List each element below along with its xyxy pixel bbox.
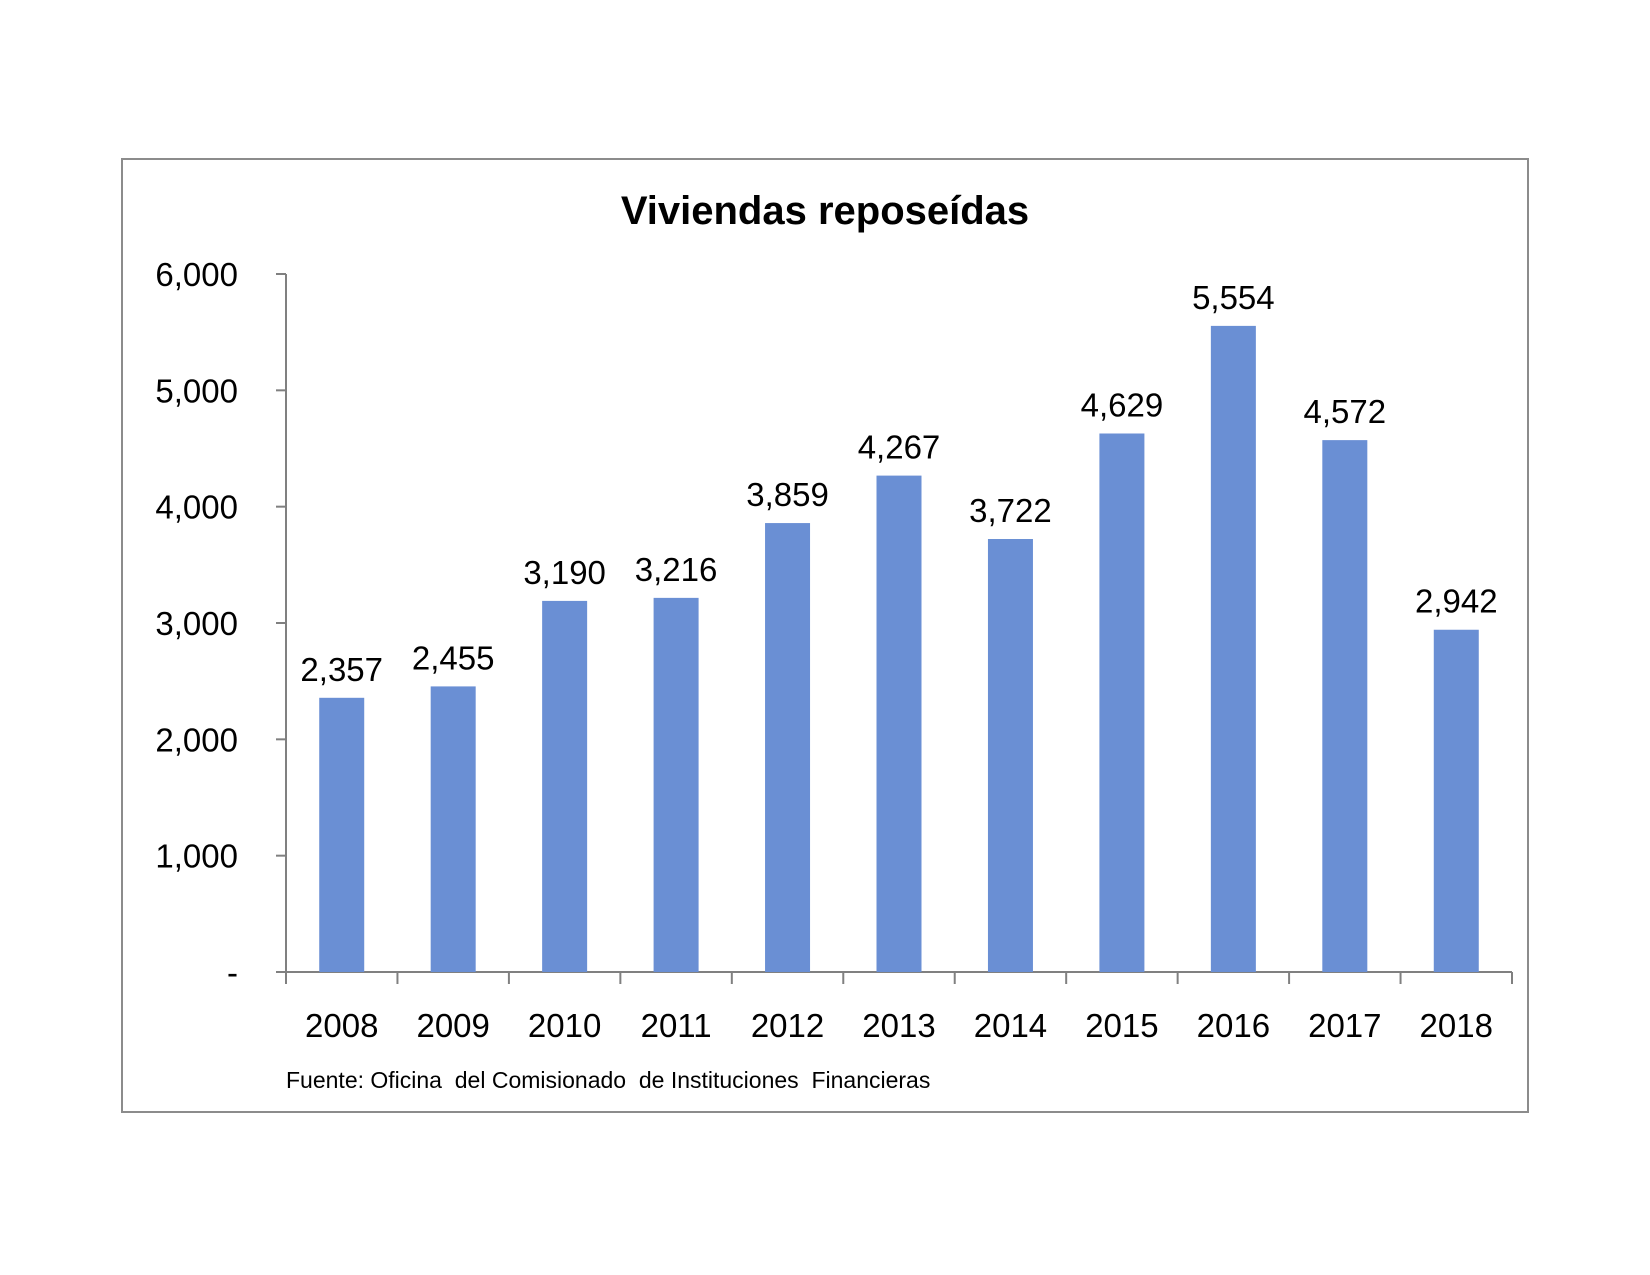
bar-2018 [1433, 629, 1479, 972]
y-axis: - 1,000 2,000 3,000 4,000 5,000 6,000 [155, 256, 287, 991]
y-tick-label: 6,000 [155, 256, 238, 293]
x-tick-label-2015: 2015 [1085, 1007, 1158, 1044]
data-label-2015: 4,629 [1081, 386, 1164, 423]
x-axis: 2008 2009 2010 2011 2012 2013 2014 2015 2016 2017… [285, 971, 1513, 1044]
data-labels: 2,357 2,455 3,190 3,216 3,859 4,267 3,722 4,629… [300, 279, 1497, 688]
data-label-2012: 3,859 [746, 476, 829, 513]
bar-2015 [1099, 433, 1145, 972]
data-label-2009: 2,455 [412, 639, 495, 676]
x-tick-label-2017: 2017 [1308, 1007, 1381, 1044]
source-note: Fuente: Oficina del Comisionado de Insti… [286, 1067, 930, 1093]
bar-2009 [430, 686, 476, 972]
y-tick-label: 5,000 [155, 372, 238, 409]
y-tick-label: 1,000 [155, 838, 238, 875]
data-label-2011: 3,216 [635, 551, 718, 588]
data-label-2008: 2,357 [300, 651, 383, 688]
bars [319, 325, 1479, 973]
data-label-2010: 3,190 [523, 554, 606, 591]
bar-2011 [653, 597, 699, 972]
x-tick-label-2009: 2009 [416, 1007, 489, 1044]
data-label-2018: 2,942 [1415, 583, 1498, 620]
data-label-2016: 5,554 [1192, 279, 1275, 316]
bar-2016 [1210, 325, 1256, 973]
bar-2017 [1322, 440, 1368, 972]
x-tick-label-2010: 2010 [528, 1007, 601, 1044]
x-tick-label-2014: 2014 [974, 1007, 1047, 1044]
y-tick-label: 3,000 [155, 605, 238, 642]
bar-2008 [319, 697, 365, 972]
x-tick-label-2013: 2013 [862, 1007, 935, 1044]
y-tick-label: 4,000 [155, 489, 238, 526]
x-tick-label-2018: 2018 [1420, 1007, 1493, 1044]
data-label-2014: 3,722 [969, 492, 1052, 529]
bar-2012 [765, 523, 811, 972]
x-tick-label-2012: 2012 [751, 1007, 824, 1044]
data-label-2013: 4,267 [858, 429, 941, 466]
bar-2010 [542, 600, 588, 972]
data-label-2017: 4,572 [1304, 393, 1387, 430]
bar-2014 [987, 539, 1033, 972]
chart-title: Viviendas reposeídas [621, 189, 1029, 233]
bar-2013 [876, 475, 922, 972]
y-tick-label: 2,000 [155, 721, 238, 758]
x-tick-label-2016: 2016 [1197, 1007, 1270, 1044]
x-tick-label-2008: 2008 [305, 1007, 378, 1044]
x-tick-label-2011: 2011 [641, 1007, 712, 1044]
y-tick-label: - [227, 954, 238, 991]
